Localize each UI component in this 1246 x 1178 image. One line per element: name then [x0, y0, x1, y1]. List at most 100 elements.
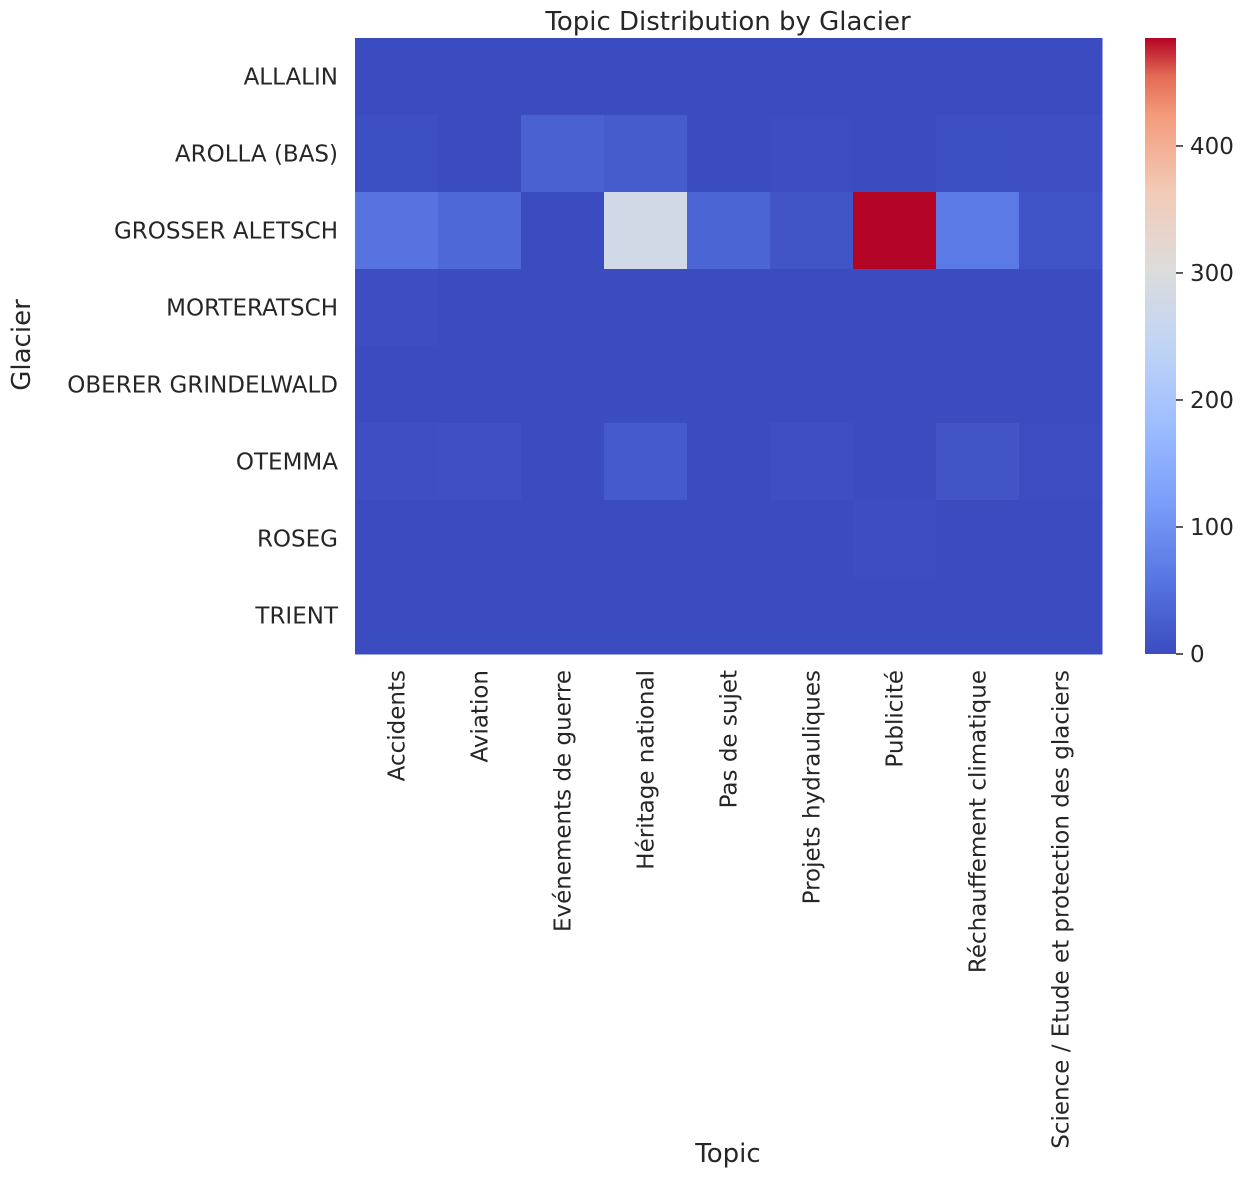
- heatmap-cell: [687, 346, 771, 424]
- heatmap-cell: [604, 192, 688, 270]
- heatmap-cell: [521, 500, 605, 578]
- heatmap-cell: [936, 423, 1020, 501]
- heatmap-cell: [438, 38, 522, 116]
- y-tick-labels: ALLALIN AROLLA (BAS) GROSSER ALETSCH MORTER…: [67, 65, 339, 630]
- heatmap-cell: [521, 346, 605, 424]
- heatmap-cell: [770, 38, 854, 116]
- y-axis-label: Glacier: [7, 299, 37, 391]
- heatmap-cell: [936, 500, 1020, 578]
- heatmap-cell: [1019, 423, 1103, 501]
- y-tick-label: MORTERATSCH: [166, 296, 338, 322]
- heatmap-cell: [853, 115, 937, 193]
- heatmap-cell: [438, 115, 522, 193]
- heatmap-cell: [604, 38, 688, 116]
- colorbar: [1145, 38, 1176, 654]
- y-tick-label: OTEMMA: [236, 450, 338, 476]
- heatmap-cell: [853, 38, 937, 116]
- heatmap-cell: [853, 346, 937, 424]
- heatmap-cell: [521, 38, 605, 116]
- heatmap-cell: [770, 269, 854, 347]
- heatmap-cell: [604, 346, 688, 424]
- y-tick-label: OBERER GRINDELWALD: [67, 373, 338, 399]
- heatmap-cell: [438, 423, 522, 501]
- heatmap-cell: [521, 423, 605, 501]
- heatmap-cell: [1019, 192, 1103, 270]
- heatmap-cell: [687, 577, 771, 655]
- heatmap-cell: [770, 500, 854, 578]
- heatmap-cell: [936, 269, 1020, 347]
- x-tick-labels: Accidents Aviation Evénements de guerre Hér…: [385, 670, 1075, 1149]
- heatmap-cell: [1019, 577, 1103, 655]
- heatmap-cell: [438, 500, 522, 578]
- heatmap-cell: [687, 423, 771, 501]
- x-tick-label: Pas de sujet: [717, 670, 743, 808]
- heatmap-cell: [1019, 38, 1103, 116]
- y-tick-label: ALLALIN: [244, 65, 338, 91]
- heatmap-cell: [521, 269, 605, 347]
- heatmap-cell: [687, 115, 771, 193]
- colorbar-tick-label: 200: [1190, 388, 1234, 414]
- x-tick-label: Projets hydrauliques: [800, 670, 826, 904]
- colorbar-tick-label: 100: [1190, 515, 1234, 541]
- heatmap-cell: [770, 192, 854, 270]
- heatmap-cell: [936, 115, 1020, 193]
- colorbar-tick-label: 0: [1190, 642, 1205, 668]
- heatmap-cell: [936, 577, 1020, 655]
- heatmap-cell: [604, 269, 688, 347]
- heatmap-cells: [355, 38, 1103, 655]
- heatmap-cell: [521, 577, 605, 655]
- heatmap-cell: [355, 423, 439, 501]
- heatmap-cell: [687, 500, 771, 578]
- heatmap-cell: [853, 500, 937, 578]
- x-tick-label: Science / Etude et protection des glacie…: [1049, 670, 1075, 1149]
- x-tick-label: Accidents: [385, 670, 411, 781]
- heatmap-cell: [1019, 346, 1103, 424]
- heatmap-cell: [604, 423, 688, 501]
- heatmap-cell: [604, 115, 688, 193]
- heatmap-cell: [355, 38, 439, 116]
- heatmap-cell: [355, 115, 439, 193]
- heatmap-cell: [936, 192, 1020, 270]
- x-tick-label: Aviation: [468, 670, 494, 763]
- colorbar-ticks: 0 100 200 300 400: [1176, 134, 1234, 668]
- heatmap-cell: [687, 269, 771, 347]
- heatmap-cell: [355, 500, 439, 578]
- x-tick-label: Réchauffement climatique: [966, 670, 992, 973]
- colorbar-tick-label: 300: [1190, 261, 1234, 287]
- heatmap-cell: [604, 577, 688, 655]
- heatmap-cell: [1019, 269, 1103, 347]
- heatmap-cell: [853, 577, 937, 655]
- heatmap-cell: [853, 192, 937, 270]
- chart-title: Topic Distribution by Glacier: [544, 7, 911, 37]
- heatmap-cell: [521, 115, 605, 193]
- heatmap-cell: [438, 269, 522, 347]
- heatmap-cell: [1019, 500, 1103, 578]
- heatmap-cell: [438, 192, 522, 270]
- heatmap-cell: [770, 115, 854, 193]
- y-tick-label: TRIENT: [254, 604, 339, 630]
- heatmap-cell: [355, 269, 439, 347]
- heatmap-cell: [853, 423, 937, 501]
- heatmap-cell: [770, 346, 854, 424]
- heatmap-cell: [438, 346, 522, 424]
- heatmap-cell: [355, 577, 439, 655]
- y-tick-label: AROLLA (BAS): [175, 142, 338, 168]
- x-tick-label: Publicité: [883, 670, 909, 768]
- heatmap-cell: [936, 346, 1020, 424]
- heatmap-cell: [687, 192, 771, 270]
- x-tick-label: Evénements de guerre: [551, 670, 577, 932]
- x-axis-label: Topic: [694, 1139, 760, 1169]
- heatmap-cell: [604, 500, 688, 578]
- heatmap-cell: [936, 38, 1020, 116]
- heatmap-cell: [770, 577, 854, 655]
- heatmap-cell: [438, 577, 522, 655]
- colorbar-tick-label: 400: [1190, 134, 1234, 160]
- heatmap-cell: [770, 423, 854, 501]
- heatmap-cell: [853, 269, 937, 347]
- heatmap-cell: [355, 192, 439, 270]
- y-tick-label: GROSSER ALETSCH: [114, 219, 338, 245]
- heatmap-cell: [687, 38, 771, 116]
- heatmap-cell: [1019, 115, 1103, 193]
- heatmap-cell: [521, 192, 605, 270]
